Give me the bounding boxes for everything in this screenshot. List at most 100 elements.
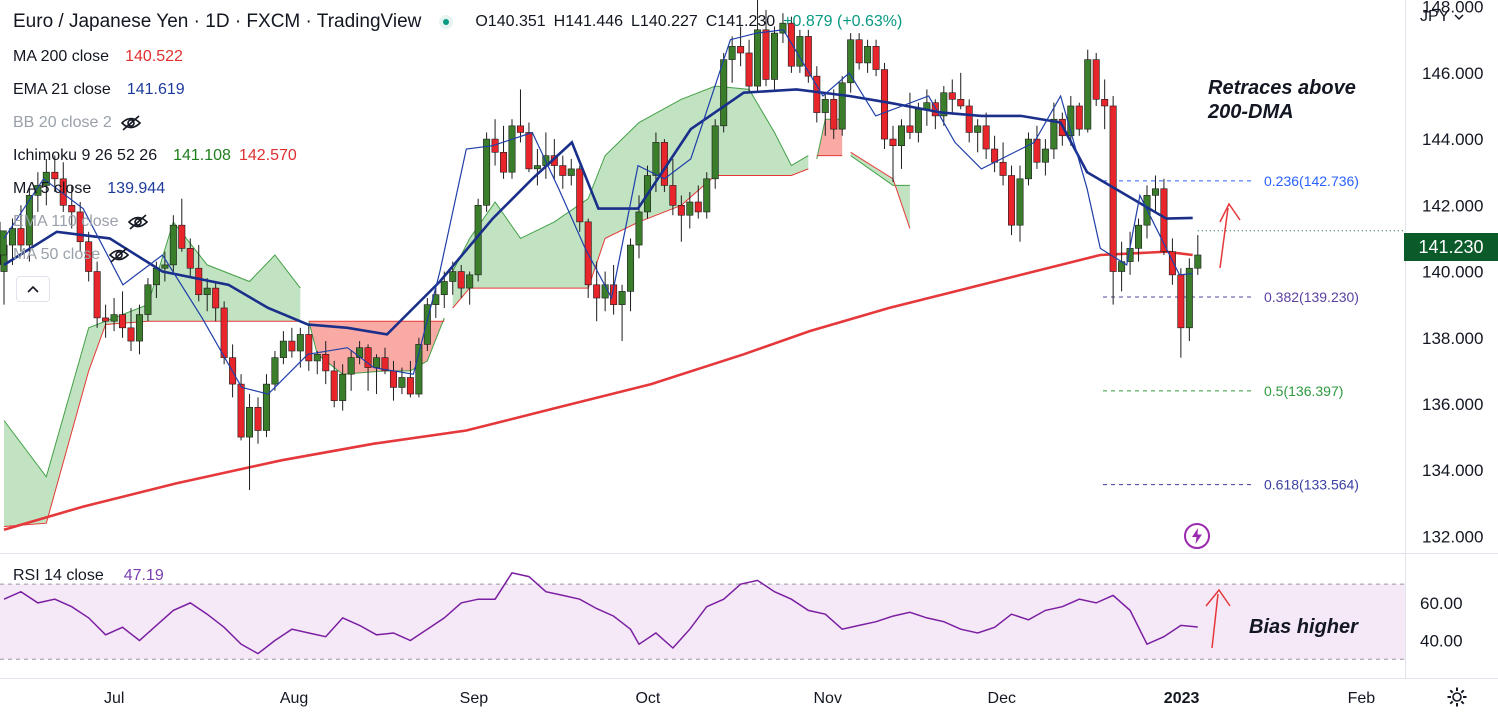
candle-down [178, 224, 186, 249]
symbol-title[interactable]: Euro / Japanese Yen · 1D · FXCM · Tradin… [13, 11, 422, 32]
indicator-ichimoku-value-b: 142.570 [238, 147, 297, 164]
indicator-ichimoku-label: Ichimoku 9 26 52 26 [13, 147, 158, 164]
candle-down [669, 185, 677, 206]
ichimoku-cloud-bullish [4, 221, 301, 527]
price-axis-tick-label: 148.000 [1422, 0, 1483, 17]
candle-down [576, 168, 584, 223]
candle-up [686, 201, 694, 216]
candle-up [728, 46, 736, 60]
candle-up [1185, 267, 1193, 329]
ichimoku-cloud-bullish [850, 152, 910, 229]
candle-up [25, 195, 33, 246]
candle-down [593, 284, 601, 299]
candle-down [220, 307, 228, 358]
candle-up [152, 267, 160, 286]
candle-down [737, 46, 745, 54]
time-axis-tick-label: Sep [460, 690, 489, 707]
ma200-line [3, 250, 1193, 532]
candle-up [779, 22, 787, 34]
candle-up [415, 344, 423, 395]
candle-down [186, 248, 194, 269]
candle-up [440, 281, 448, 296]
candle-up [720, 59, 728, 127]
candle-up [483, 138, 491, 206]
ma5-line [3, 29, 1193, 395]
candle-down [85, 241, 93, 272]
candle-down [957, 99, 965, 107]
candle-up [34, 185, 42, 196]
candle-down [889, 138, 897, 147]
candle-up [847, 39, 855, 84]
candle-up [652, 142, 660, 176]
candle-up [940, 92, 948, 117]
time-axis-tick-label: Feb [1348, 690, 1376, 707]
indicator-ma200[interactable]: MA 200 close 140.522 [13, 48, 183, 66]
collapse-legend-button[interactable] [16, 276, 50, 302]
ohlc-low: L140.227 [631, 13, 698, 30]
candle-up [838, 82, 846, 130]
settings-gear-icon[interactable] [1446, 686, 1468, 708]
indicator-ichimoku[interactable]: Ichimoku 9 26 52 26 141.108 142.570 [13, 147, 297, 165]
indicator-ma5[interactable]: MA 5 close 139.944 [13, 180, 165, 198]
candle-down [254, 406, 262, 431]
currency-selector[interactable]: JPY [1420, 8, 1464, 26]
candle-up [356, 347, 364, 358]
price-axis-tick-label: 134.000 [1422, 461, 1483, 480]
candle-down [804, 36, 812, 77]
candle-down [931, 102, 939, 117]
candle-up [703, 178, 711, 213]
annotation-retrace[interactable]: Retraces above 200-DMA [1208, 77, 1356, 123]
indicator-ma200-label: MA 200 close [13, 48, 110, 65]
candle-up [161, 264, 169, 269]
rsi-legend[interactable]: RSI 14 close 47.19 [13, 567, 164, 585]
candle-down [500, 152, 508, 173]
candle-up [1050, 118, 1058, 150]
indicator-ema21[interactable]: EMA 21 close 141.619 [13, 81, 185, 99]
legend-panel: Euro / Japanese Yen · 1D · FXCM · Tradin… [0, 0, 1000, 300]
rsi-value: 47.19 [123, 567, 164, 584]
candle-up [974, 125, 982, 133]
candle-up [8, 228, 16, 246]
candle-down [68, 205, 76, 213]
candle-down [389, 370, 397, 388]
candle-up [914, 108, 922, 133]
candle-up [1135, 224, 1143, 249]
candle-up [1041, 148, 1049, 163]
ichimoku-span-b [452, 168, 809, 309]
chevron-up-icon [27, 285, 39, 293]
candle-down [1160, 188, 1168, 252]
arrow-up-head [1205, 588, 1231, 607]
candle-down [237, 383, 245, 438]
candle-up [711, 125, 719, 180]
time-axis-tick-label: Dec [988, 690, 1016, 707]
indicator-ma5-value: 139.944 [107, 180, 166, 197]
rsi-label: RSI 14 close [13, 567, 104, 584]
candle-down [457, 271, 465, 289]
candle-down [1033, 138, 1041, 163]
rsi-axis-tick-label: 40.00 [1420, 631, 1463, 650]
arrow-up-head [1219, 202, 1241, 223]
indicator-ema21-value: 141.619 [126, 81, 185, 98]
arrow-up-shaft [1219, 207, 1229, 269]
bolt-icon[interactable] [1183, 522, 1211, 550]
candle-down [51, 171, 59, 180]
candle-down [1008, 175, 1016, 226]
price-axis-tick-label: 140.000 [1422, 263, 1483, 282]
candle-down [195, 267, 203, 296]
candle-up [262, 383, 270, 431]
candle-down [948, 92, 956, 100]
ohlc-change: +0.879 (+0.63%) [783, 13, 903, 30]
time-axis-tick-label: Aug [280, 690, 308, 707]
ichimoku-span-a [3, 220, 301, 478]
candle-up [754, 29, 762, 87]
candle-up [864, 46, 872, 64]
candle-up [627, 244, 635, 292]
indicator-ma50-label: MA 50 close [13, 246, 101, 263]
candle-up [508, 125, 516, 173]
candle-up [169, 224, 177, 266]
fib-level-label: 0.382(139.230) [1264, 289, 1359, 305]
annotation-bias[interactable]: Bias higher [1249, 616, 1358, 638]
candle-down [745, 52, 753, 87]
indicator-ema21-label: EMA 21 close [13, 81, 111, 98]
